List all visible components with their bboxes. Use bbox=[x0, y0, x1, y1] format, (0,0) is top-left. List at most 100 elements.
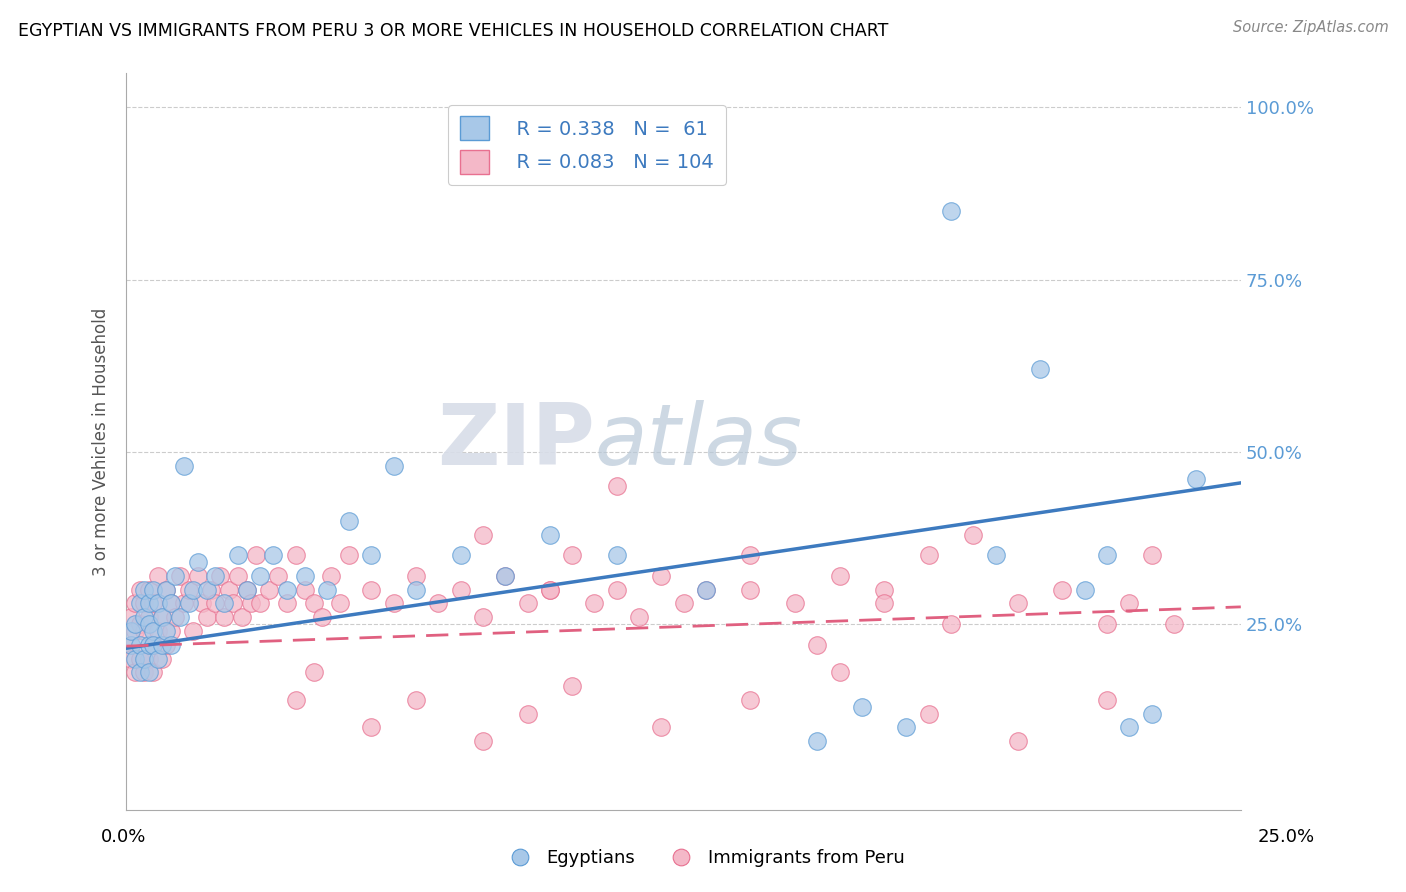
Point bbox=[214, 596, 236, 610]
Point bbox=[918, 706, 941, 721]
Point bbox=[128, 651, 150, 665]
Point bbox=[276, 596, 298, 610]
Point bbox=[382, 458, 405, 473]
Point bbox=[240, 596, 263, 610]
Point bbox=[169, 610, 191, 624]
Point bbox=[177, 596, 200, 610]
Point bbox=[214, 610, 236, 624]
Point bbox=[276, 582, 298, 597]
Point bbox=[337, 548, 360, 562]
Point bbox=[146, 569, 169, 583]
Point bbox=[150, 638, 173, 652]
Point bbox=[740, 693, 762, 707]
Point bbox=[160, 596, 183, 610]
Point bbox=[142, 596, 165, 610]
Point bbox=[155, 624, 177, 638]
Point bbox=[695, 582, 717, 597]
Point bbox=[650, 721, 672, 735]
Point bbox=[851, 699, 873, 714]
Point bbox=[155, 582, 177, 597]
Point bbox=[128, 596, 150, 610]
Point bbox=[1052, 582, 1074, 597]
Point bbox=[120, 638, 142, 652]
Point bbox=[538, 582, 561, 597]
Point bbox=[195, 582, 218, 597]
Point bbox=[146, 651, 169, 665]
Point bbox=[962, 527, 984, 541]
Point bbox=[302, 596, 325, 610]
Point bbox=[896, 721, 918, 735]
Point bbox=[120, 610, 142, 624]
Point bbox=[138, 638, 160, 652]
Point bbox=[124, 624, 146, 638]
Point bbox=[160, 624, 183, 638]
Point bbox=[204, 596, 226, 610]
Point bbox=[165, 569, 187, 583]
Point bbox=[138, 610, 160, 624]
Point bbox=[538, 527, 561, 541]
Point bbox=[120, 638, 142, 652]
Point bbox=[128, 617, 150, 632]
Point bbox=[494, 569, 516, 583]
Point bbox=[427, 596, 450, 610]
Point bbox=[134, 665, 156, 680]
Point bbox=[939, 617, 962, 632]
Point bbox=[173, 596, 195, 610]
Point bbox=[187, 555, 209, 569]
Point bbox=[828, 665, 851, 680]
Point bbox=[450, 582, 472, 597]
Legend:   R = 0.338   N =  61,   R = 0.083   N = 104: R = 0.338 N = 61, R = 0.083 N = 104 bbox=[449, 105, 725, 186]
Point bbox=[538, 582, 561, 597]
Point bbox=[329, 596, 352, 610]
Point bbox=[155, 638, 177, 652]
Point bbox=[138, 617, 160, 632]
Point bbox=[939, 203, 962, 218]
Point bbox=[128, 638, 150, 652]
Point bbox=[740, 582, 762, 597]
Point bbox=[146, 596, 169, 610]
Point bbox=[138, 665, 160, 680]
Point bbox=[1095, 548, 1118, 562]
Point bbox=[231, 610, 253, 624]
Point bbox=[177, 582, 200, 597]
Point bbox=[142, 624, 165, 638]
Point bbox=[1185, 472, 1208, 486]
Point bbox=[173, 458, 195, 473]
Point bbox=[218, 582, 240, 597]
Point bbox=[150, 651, 173, 665]
Point bbox=[284, 693, 307, 707]
Point bbox=[134, 582, 156, 597]
Point bbox=[181, 624, 204, 638]
Point bbox=[195, 610, 218, 624]
Point bbox=[134, 651, 156, 665]
Point bbox=[138, 596, 160, 610]
Point bbox=[516, 596, 538, 610]
Point bbox=[405, 569, 427, 583]
Point bbox=[627, 610, 650, 624]
Point bbox=[155, 582, 177, 597]
Point bbox=[181, 582, 204, 597]
Point bbox=[516, 706, 538, 721]
Text: EGYPTIAN VS IMMIGRANTS FROM PERU 3 OR MORE VEHICLES IN HOUSEHOLD CORRELATION CHA: EGYPTIAN VS IMMIGRANTS FROM PERU 3 OR MO… bbox=[18, 22, 889, 40]
Point bbox=[249, 596, 271, 610]
Point bbox=[226, 569, 249, 583]
Point bbox=[124, 617, 146, 632]
Y-axis label: 3 or more Vehicles in Household: 3 or more Vehicles in Household bbox=[93, 308, 110, 575]
Point bbox=[471, 527, 494, 541]
Point bbox=[1095, 693, 1118, 707]
Point bbox=[984, 548, 1007, 562]
Point bbox=[128, 582, 150, 597]
Point bbox=[302, 665, 325, 680]
Point bbox=[134, 596, 156, 610]
Point bbox=[138, 582, 160, 597]
Legend: Egyptians, Immigrants from Peru: Egyptians, Immigrants from Peru bbox=[495, 842, 911, 874]
Point bbox=[321, 569, 343, 583]
Point bbox=[583, 596, 606, 610]
Point bbox=[471, 610, 494, 624]
Point bbox=[124, 665, 146, 680]
Point bbox=[806, 638, 828, 652]
Point bbox=[1007, 734, 1029, 748]
Point bbox=[606, 479, 628, 493]
Text: 25.0%: 25.0% bbox=[1257, 828, 1315, 846]
Point bbox=[124, 596, 146, 610]
